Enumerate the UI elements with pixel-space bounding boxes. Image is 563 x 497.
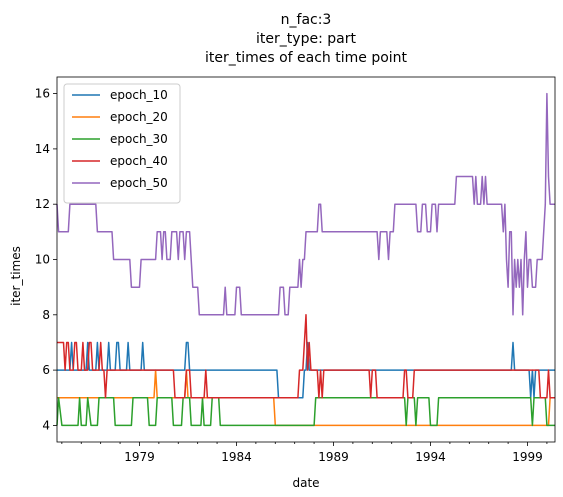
x-axis: 1979 1984 1989 1994 1999: [61, 442, 548, 464]
y-axis-label: iter_times: [9, 246, 23, 306]
legend-label-epoch_40: epoch_40: [110, 154, 168, 168]
series-line-epoch_20: [57, 369, 555, 427]
legend-box: [63, 83, 181, 204]
chart-title-line: iter_type: part: [256, 31, 356, 47]
x-tick-label: 1994: [415, 450, 446, 464]
plot-lines: [56, 92, 555, 427]
y-tick-label: 6: [42, 363, 50, 377]
series-line-epoch_40: [57, 314, 555, 399]
y-tick-label: 14: [35, 142, 50, 156]
legend-label-epoch_30: epoch_30: [110, 132, 168, 146]
chart-title-line: n_fac:3: [281, 12, 332, 28]
y-tick-label: 10: [35, 253, 50, 267]
x-axis-label: date: [292, 476, 319, 490]
x-tick-label: 1984: [221, 450, 252, 464]
y-tick-label: 12: [35, 197, 50, 211]
chart-title: n_fac:3 iter_type: part iter_times of each…: [205, 12, 408, 66]
chart-title-line: iter_times of each time point: [205, 50, 408, 66]
legend-label-epoch_10: epoch_10: [110, 88, 168, 102]
y-tick-label: 4: [42, 418, 50, 432]
legend-label-epoch_50: epoch_50: [110, 176, 168, 190]
legend: epoch_10 epoch_20 epoch_30 epoch_40 epoch_50: [63, 83, 181, 204]
y-axis: 4 6 8 10 12 14 16: [35, 87, 57, 432]
y-tick-label: 8: [42, 308, 50, 322]
legend-label-epoch_20: epoch_20: [110, 110, 168, 124]
x-tick-label: 1999: [512, 450, 543, 464]
x-tick-label: 1979: [124, 450, 155, 464]
y-tick-label: 16: [35, 87, 50, 101]
series-line-epoch_50: [56, 92, 555, 316]
series-line-epoch_30: [56, 397, 555, 427]
x-tick-label: 1989: [318, 450, 349, 464]
